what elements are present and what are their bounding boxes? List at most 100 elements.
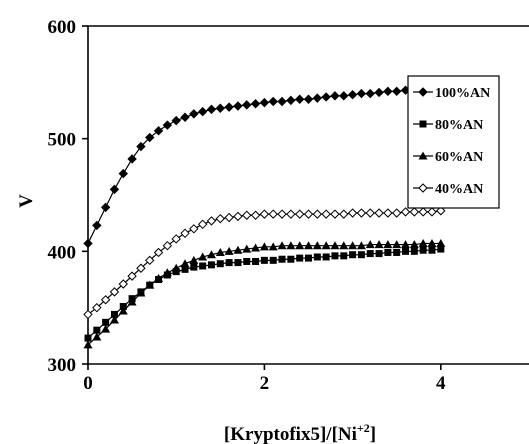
data-point: [180, 259, 190, 268]
data-point: [356, 208, 367, 218]
data-point: [268, 242, 278, 251]
data-point: [171, 263, 181, 272]
data-point: [162, 120, 173, 130]
data-point: [436, 206, 446, 216]
x-tick-label: 2: [260, 373, 270, 394]
data-point: [189, 255, 199, 264]
data-point: [83, 309, 93, 320]
data-point: [305, 254, 312, 262]
data-point: [145, 280, 155, 289]
y-tick-label: 300: [48, 355, 77, 376]
x-axis-label-superscript: +2: [357, 421, 370, 435]
data-point: [366, 250, 374, 258]
data-point: [331, 252, 339, 260]
data-point: [349, 251, 357, 259]
data-point: [357, 251, 365, 259]
data-point: [312, 93, 323, 103]
data-point: [83, 340, 93, 349]
data-point: [252, 257, 260, 265]
data-point: [356, 88, 367, 99]
data-point: [312, 241, 322, 250]
data-point: [206, 104, 217, 115]
data-point: [259, 242, 269, 251]
data-point: [260, 256, 268, 264]
data-point: [427, 207, 437, 217]
data-point: [340, 252, 348, 260]
data-point: [109, 315, 119, 324]
data-point: [215, 247, 225, 256]
legend-marker: [419, 120, 427, 128]
data-point: [313, 253, 321, 261]
legend-label: 100%AN: [435, 86, 490, 101]
series-line: [87, 86, 441, 244]
data-point: [224, 246, 234, 255]
data-point: [277, 209, 287, 219]
y-tick-label: 500: [48, 130, 77, 151]
data-point: [234, 259, 242, 267]
data-point: [321, 209, 331, 219]
data-point: [303, 94, 314, 104]
data-point: [127, 271, 137, 281]
legend-entry: 80%AN: [413, 118, 483, 133]
legend-marker: [418, 87, 428, 97]
data-point: [375, 250, 383, 258]
data-point: [109, 287, 120, 297]
data-point: [189, 224, 199, 234]
data-point: [287, 255, 295, 263]
data-point: [102, 318, 110, 326]
data-point: [410, 247, 418, 255]
data-point: [330, 241, 340, 250]
data-point: [197, 106, 208, 117]
data-point: [180, 112, 190, 122]
x-tick-label: 0: [83, 373, 93, 394]
data-point: [278, 255, 286, 263]
data-point: [286, 209, 296, 219]
legend: 100%AN 80%AN 60%AN 40%AN: [407, 75, 500, 209]
data-point: [304, 241, 313, 250]
x-axis-label: [Kryptofix5]/[Ni+2]: [224, 421, 376, 444]
data-point: [162, 240, 173, 251]
data-point: [190, 263, 198, 271]
data-point: [436, 238, 446, 247]
data-point: [118, 279, 128, 289]
data-point: [153, 126, 164, 136]
data-point: [250, 99, 261, 109]
data-point: [189, 109, 199, 119]
axes: 300 400 500 600 0 2 4: [48, 17, 529, 394]
data-point: [216, 260, 224, 268]
data-point: [180, 228, 190, 239]
data-point: [294, 209, 305, 219]
data-point: [428, 246, 436, 254]
data-point: [321, 241, 331, 250]
series-60%AN: [83, 238, 446, 349]
data-point: [224, 212, 234, 223]
data-point: [118, 168, 128, 179]
data-point: [401, 240, 411, 249]
data-point: [321, 92, 331, 102]
y-axis-label: V: [16, 194, 37, 208]
y-tick-label: 400: [48, 242, 77, 263]
data-point: [268, 209, 278, 219]
data-point: [268, 96, 278, 107]
legend-entry: 60%AN: [413, 150, 483, 165]
data-point: [225, 259, 233, 267]
data-point: [294, 94, 305, 104]
data-point: [242, 100, 252, 110]
data-point: [198, 252, 208, 261]
data-point: [259, 209, 270, 219]
legend-entry: 100%AN: [413, 86, 490, 101]
data-point: [384, 248, 392, 256]
data-point: [374, 87, 384, 98]
plot-frame: [87, 25, 529, 365]
x-tick-label: 4: [436, 373, 446, 394]
data-point: [330, 91, 340, 101]
data-point: [374, 208, 384, 218]
legend-label: 60%AN: [435, 150, 483, 165]
data-point: [383, 240, 393, 249]
data-point: [145, 132, 155, 143]
data-point: [259, 97, 270, 108]
data-point: [356, 241, 366, 250]
data-point: [277, 96, 287, 107]
legend-marker: [418, 183, 428, 193]
